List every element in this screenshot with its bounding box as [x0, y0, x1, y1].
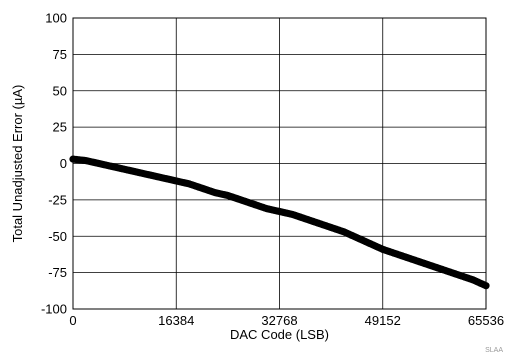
y-tick-label: -75 — [48, 265, 67, 280]
plot-frame — [72, 17, 487, 310]
y-tick-label: 50 — [53, 83, 67, 98]
y-tick-label: -50 — [48, 229, 67, 244]
x-axis-label: DAC Code (LSB) — [230, 327, 329, 342]
y-tick-label: 75 — [53, 47, 67, 62]
y-tick-label: 0 — [60, 156, 67, 171]
y-tick-labels: -100 -75 -50 -25 0 25 50 75 100 — [41, 11, 67, 317]
x-tick-label: 32768 — [261, 313, 297, 328]
x-tick-label: 0 — [69, 313, 76, 328]
x-tick-labels: 0 16384 32768 49152 65536 — [69, 313, 504, 328]
data-point-trail — [480, 281, 488, 289]
x-tick-label: 49152 — [365, 313, 401, 328]
x-tick-label: 65536 — [468, 313, 504, 328]
y-tick-label: -100 — [41, 302, 67, 317]
y-tick-label: -25 — [48, 192, 67, 207]
y-axis-label: Total Unadjusted Error (µA) — [10, 85, 25, 243]
y-tick-label: 25 — [53, 120, 67, 135]
x-tick-label: 16384 — [158, 313, 194, 328]
y-tick-label: 100 — [45, 11, 67, 26]
figure-tag: SLAA — [485, 347, 503, 354]
data-points — [69, 155, 490, 290]
